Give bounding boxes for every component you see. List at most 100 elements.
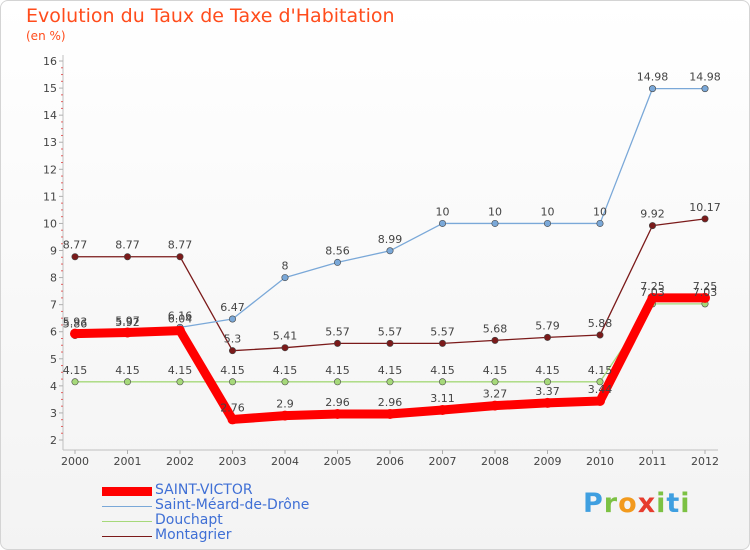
data-label-saint-victor: 6.04 <box>168 313 193 326</box>
data-point-montagrier <box>701 215 709 223</box>
x-tick-label: 2012 <box>691 455 719 468</box>
y-tick-label: 4 <box>50 380 57 393</box>
data-point-montagrier <box>71 253 79 261</box>
data-label-douchapt: 4.15 <box>588 364 613 377</box>
data-point-douchapt <box>596 378 604 386</box>
data-label-douchapt: 7.03 <box>640 286 665 299</box>
data-label-saint-victor: 3.11 <box>430 392 455 405</box>
data-label-saint-meard-de-drone: 5.92 <box>115 316 140 329</box>
y-tick-label: 8 <box>50 272 57 285</box>
y-tick-label: 7 <box>50 299 57 312</box>
y-tick-label: 13 <box>43 136 57 149</box>
data-label-montagrier: 8.77 <box>115 239 140 252</box>
x-tick-label: 2009 <box>534 455 562 468</box>
data-point-saint-victor <box>70 328 80 339</box>
data-point-douchapt <box>386 378 394 386</box>
x-tick-label: 2011 <box>639 455 667 468</box>
data-label-montagrier: 5.41 <box>273 330 298 343</box>
data-point-saint-meard-de-drone <box>543 219 551 227</box>
legend-label-douchapt: Douchapt <box>155 512 223 528</box>
data-point-saint-meard-de-drone <box>701 85 709 93</box>
logo-letter: i <box>680 488 691 519</box>
data-label-saint-meard-de-drone: 14.98 <box>637 71 669 84</box>
data-label-douchapt: 4.15 <box>535 364 560 377</box>
data-point-douchapt <box>333 378 341 386</box>
logo-letter: x <box>637 488 657 519</box>
y-tick-label: 15 <box>43 82 57 95</box>
data-point-montagrier <box>176 253 184 261</box>
data-label-saint-meard-de-drone: 6.47 <box>220 301 245 314</box>
data-point-montagrier <box>543 333 551 341</box>
data-label-saint-victor: 5.97 <box>115 315 140 328</box>
y-tick-label: 12 <box>43 163 57 176</box>
data-label-douchapt: 4.15 <box>430 364 455 377</box>
legend-swatch-montagrier <box>102 536 152 537</box>
data-label-montagrier: 9.92 <box>640 208 665 221</box>
data-point-montagrier <box>438 339 446 347</box>
y-tick-label: 5 <box>50 353 57 366</box>
data-point-montagrier <box>124 253 132 261</box>
chart-subtitle: (en %) <box>26 29 66 43</box>
data-point-saint-victor <box>280 410 290 421</box>
data-point-saint-victor <box>647 292 658 303</box>
data-label-douchapt: 4.15 <box>325 364 350 377</box>
data-label-montagrier: 5.57 <box>430 325 455 338</box>
x-tick-label: 2000 <box>61 455 89 468</box>
data-label-montagrier: 8.77 <box>63 239 88 252</box>
chart-axes: 2 3 4 5 6 7 8 9 10 11 12 13 14 15 16 2000 2001 2002 2003 20… <box>43 55 719 468</box>
logo-letter: P <box>583 488 604 519</box>
data-label-saint-victor: 3.44 <box>588 383 613 396</box>
legend-label-saint-meard-de-drone: Saint-Méard-de-Drône <box>155 497 310 513</box>
data-point-saint-meard-de-drone <box>229 315 237 323</box>
x-tick-label: 2010 <box>586 455 614 468</box>
data-point-montagrier <box>229 347 237 355</box>
data-label-montagrier: 5.88 <box>588 317 613 330</box>
data-point-douchapt <box>176 378 184 386</box>
data-point-douchapt <box>71 378 79 386</box>
y-tick-label: 9 <box>50 245 57 258</box>
data-point-montagrier <box>386 339 394 347</box>
data-label-saint-victor: 2.96 <box>378 396 403 409</box>
proxiti-logo: Proxiti <box>583 488 691 519</box>
legend-label-saint-victor: SAINT-VICTOR <box>155 482 253 498</box>
data-point-saint-meard-de-drone <box>491 219 499 227</box>
x-tick-label: 2004 <box>271 455 299 468</box>
data-label-douchapt: 4.15 <box>483 364 508 377</box>
data-point-montagrier <box>491 336 499 344</box>
data-label-saint-meard-de-drone: 8.99 <box>378 233 403 246</box>
data-label-douchapt: 4.15 <box>378 364 403 377</box>
logo-letter: i <box>656 488 667 519</box>
y-tick-label: 11 <box>43 190 57 203</box>
data-point-montagrier <box>648 222 656 230</box>
data-point-saint-victor <box>227 414 238 425</box>
data-label-montagrier: 5.79 <box>535 319 560 332</box>
data-point-montagrier <box>596 331 604 339</box>
y-tick-label: 14 <box>43 109 57 122</box>
logo-letter: o <box>618 488 638 519</box>
data-label-saint-victor: 2.96 <box>325 396 350 409</box>
legend-swatch-saint-meard-de-drone <box>102 506 152 507</box>
data-label-montagrier: 5.3 <box>224 333 242 346</box>
data-point-saint-victor <box>175 325 185 336</box>
data-label-saint-meard-de-drone: 6.16 <box>168 309 193 322</box>
data-label-montagrier: 10.17 <box>689 201 721 214</box>
data-label-saint-victor: 5.93 <box>63 316 88 329</box>
data-point-saint-meard-de-drone <box>596 219 604 227</box>
y-tick-label: 6 <box>50 326 57 339</box>
data-label-saint-meard-de-drone: 14.98 <box>689 71 721 84</box>
y-tick-label: 3 <box>50 407 57 420</box>
data-label-saint-meard-de-drone: 8 <box>282 260 289 273</box>
data-label-douchapt: 4.15 <box>168 364 193 377</box>
data-label-saint-meard-de-drone: 10 <box>593 205 607 218</box>
data-label-douchapt: 4.15 <box>273 364 298 377</box>
data-point-montagrier <box>333 339 341 347</box>
data-point-saint-victor <box>595 396 605 407</box>
x-tick-label: 2008 <box>481 455 509 468</box>
data-label-montagrier: 8.77 <box>168 239 193 252</box>
data-point-douchapt <box>229 378 237 386</box>
data-label-saint-meard-de-drone: 10 <box>541 205 555 218</box>
data-point-saint-victor <box>542 397 553 408</box>
data-label-douchapt: 4.15 <box>63 364 88 377</box>
data-label-douchapt: 4.15 <box>220 364 245 377</box>
